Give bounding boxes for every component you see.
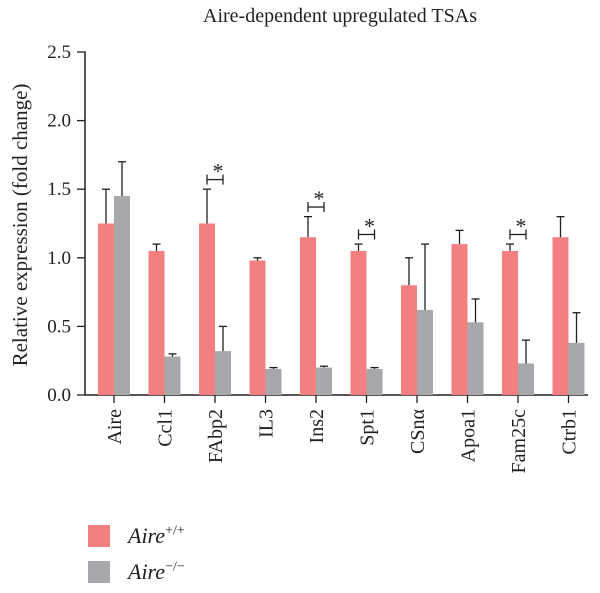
significance-markers: * * * * xyxy=(206,159,527,240)
legend-label-knockout: Aire−/− xyxy=(128,559,185,584)
significance-star: * xyxy=(314,186,325,211)
bar-knockout xyxy=(215,351,231,395)
bar-wildtype xyxy=(350,250,367,395)
bar-knockout xyxy=(568,342,585,395)
y-tick-label: 0.0 xyxy=(47,385,71,406)
x-tick-label: Ccl1 xyxy=(155,409,177,447)
legend-item-knockout: Aire−/− xyxy=(88,554,185,590)
chart-title: Aire-dependent upregulated TSAs xyxy=(203,5,477,27)
bar-wildtype xyxy=(502,250,518,395)
bar-wildtype xyxy=(401,285,417,395)
x-tick-label: Fam25c xyxy=(508,409,530,474)
y-tick-label: 1.0 xyxy=(47,248,71,269)
significance-star: * xyxy=(516,213,527,238)
legend-label-wildtype: Aire+/+ xyxy=(128,523,185,548)
bar-wildtype xyxy=(552,237,569,395)
bar-wildtype xyxy=(300,237,316,395)
bar-wildtype xyxy=(249,260,266,395)
legend-swatch-knockout xyxy=(88,561,110,583)
x-tick-label: IL3 xyxy=(256,409,278,438)
x-tick-label: Ctrb1 xyxy=(559,409,581,455)
y-tick-label: 1.5 xyxy=(47,179,71,200)
bar-knockout xyxy=(114,196,130,395)
bar-wildtype xyxy=(199,223,215,395)
x-tick-label: Apoa1 xyxy=(458,409,480,462)
x-tick-label: Spt1 xyxy=(357,409,379,446)
bar-knockout xyxy=(265,368,282,395)
bars xyxy=(98,196,585,395)
bar-wildtype xyxy=(98,223,114,395)
x-tick-label: CSnα xyxy=(407,408,429,453)
y-tick-label: 0.5 xyxy=(47,316,71,337)
bar-knockout xyxy=(164,356,181,395)
x-tick-label: Aire xyxy=(104,409,126,445)
bar-knockout xyxy=(467,322,484,395)
bar-knockout xyxy=(366,368,383,395)
x-tick-labels: Aire Ccl1 FAbp2 IL3 Ins2 Spt1 CSnα Apoa1 Fam25c C… xyxy=(104,408,581,473)
bar-knockout xyxy=(417,309,433,395)
x-tick-label: Ins2 xyxy=(306,409,328,443)
legend-item-wildtype: Aire+/+ xyxy=(88,518,185,554)
y-axis-label: Relative expression (fold change) xyxy=(8,84,32,367)
significance-star: * xyxy=(213,159,224,184)
x-tick-label: FAbp2 xyxy=(205,409,227,463)
significance-star: * xyxy=(364,213,375,238)
error-bars xyxy=(102,161,581,369)
bar-wildtype xyxy=(148,250,165,395)
legend: Aire+/+ Aire−/− xyxy=(88,518,185,590)
y-tick-label: 2.5 xyxy=(47,42,71,63)
bar-knockout xyxy=(518,363,534,395)
bar-knockout xyxy=(316,367,332,395)
legend-swatch-wildtype xyxy=(88,525,110,547)
y-tick-label: 2.0 xyxy=(47,111,71,132)
bar-wildtype xyxy=(451,244,468,395)
